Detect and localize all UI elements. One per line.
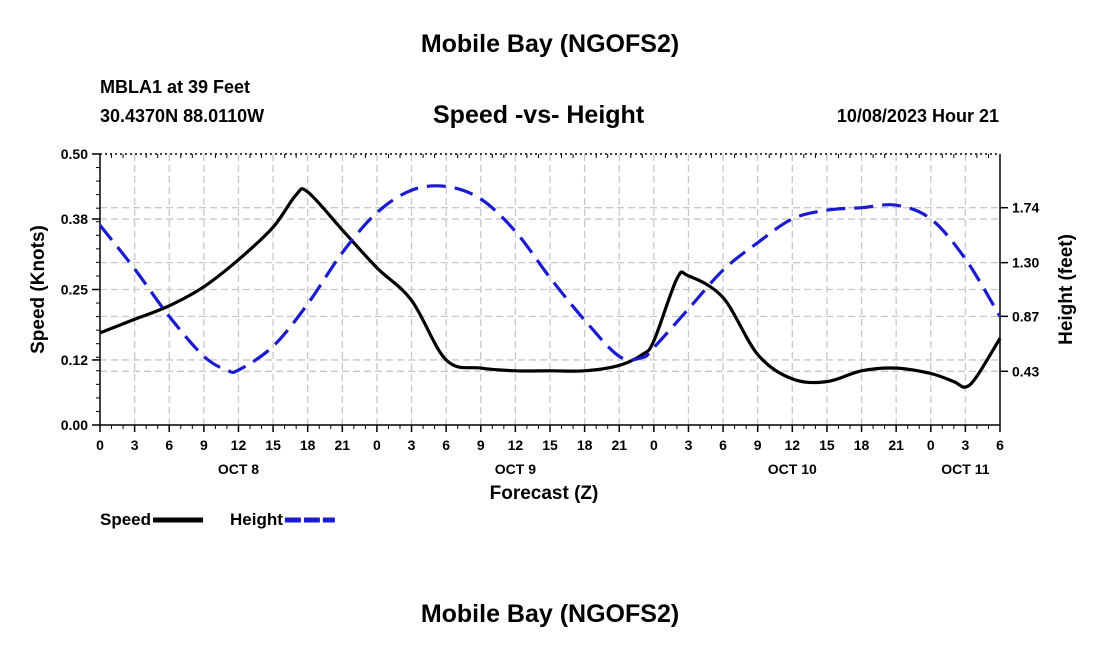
date-label: OCT 10 [768,461,817,477]
x-tick-label: 15 [819,437,835,453]
x-tick-label: 15 [542,437,558,453]
x-tick-label: 12 [231,437,247,453]
x-tick-label: 3 [961,437,969,453]
x-tick-label: 3 [131,437,139,453]
x-tick-label: 6 [442,437,450,453]
x-tick-label: 12 [508,437,524,453]
x-tick-label: 18 [300,437,316,453]
chart-subtitle: Speed -vs- Height [433,101,645,129]
y-left-tick-label: 0.00 [61,417,88,433]
x-tick-label: 6 [165,437,173,453]
x-tick-label: 6 [996,437,1004,453]
legend-label-height: Height [230,510,283,529]
y-left-tick-label: 0.38 [61,211,88,227]
y-right-tick-label: 1.30 [1012,255,1039,271]
station-label: MBLA1 at 39 Feet [100,77,251,97]
x-tick-label: 12 [785,437,801,453]
x-tick-label: 18 [577,437,593,453]
x-tick-label: 9 [200,437,208,453]
series-line-height [98,184,1002,374]
y-axis-right-title: Height (feet) [1056,234,1077,345]
x-tick-label: 21 [611,437,627,453]
x-tick-label: 18 [854,437,870,453]
y-right-tick-label: 0.87 [1012,308,1039,324]
date-label: OCT 11 [941,461,989,477]
x-tick-label: 0 [373,437,381,453]
x-tick-label: 0 [650,437,658,453]
legend-label-speed: Speed [100,510,151,529]
date-label: OCT 8 [218,461,259,477]
x-tick-label: 21 [888,437,904,453]
y-left-tick-label: 0.12 [61,352,88,368]
chart-title-bottom: Mobile Bay (NGOFS2) [420,600,680,628]
chart-title-top: Mobile Bay (NGOFS2) [420,30,680,58]
date-label: OCT 9 [495,461,536,477]
y-axis-left-title: Speed (Knots) [28,225,49,354]
x-tick-label: 21 [335,437,351,453]
x-tick-label: 9 [477,437,485,453]
x-tick-label: 0 [96,437,104,453]
station-coords: 30.4370N 88.0110W [100,106,265,126]
y-left-tick-label: 0.50 [61,146,88,162]
x-tick-label: 9 [754,437,762,453]
x-tick-label: 15 [265,437,281,453]
forecast-datetime: 10/08/2023 Hour 21 [836,106,999,126]
y-right-tick-label: 0.43 [1012,363,1039,379]
x-axis-title: Forecast (Z) [490,483,599,504]
y-left-tick-label: 0.25 [61,282,88,298]
x-tick-label: 0 [927,437,935,453]
x-tick-label: 3 [408,437,416,453]
x-tick-label: 3 [685,437,693,453]
y-right-tick-label: 1.74 [1012,200,1039,216]
x-tick-label: 6 [719,437,727,453]
series-line-speed [99,187,1002,389]
